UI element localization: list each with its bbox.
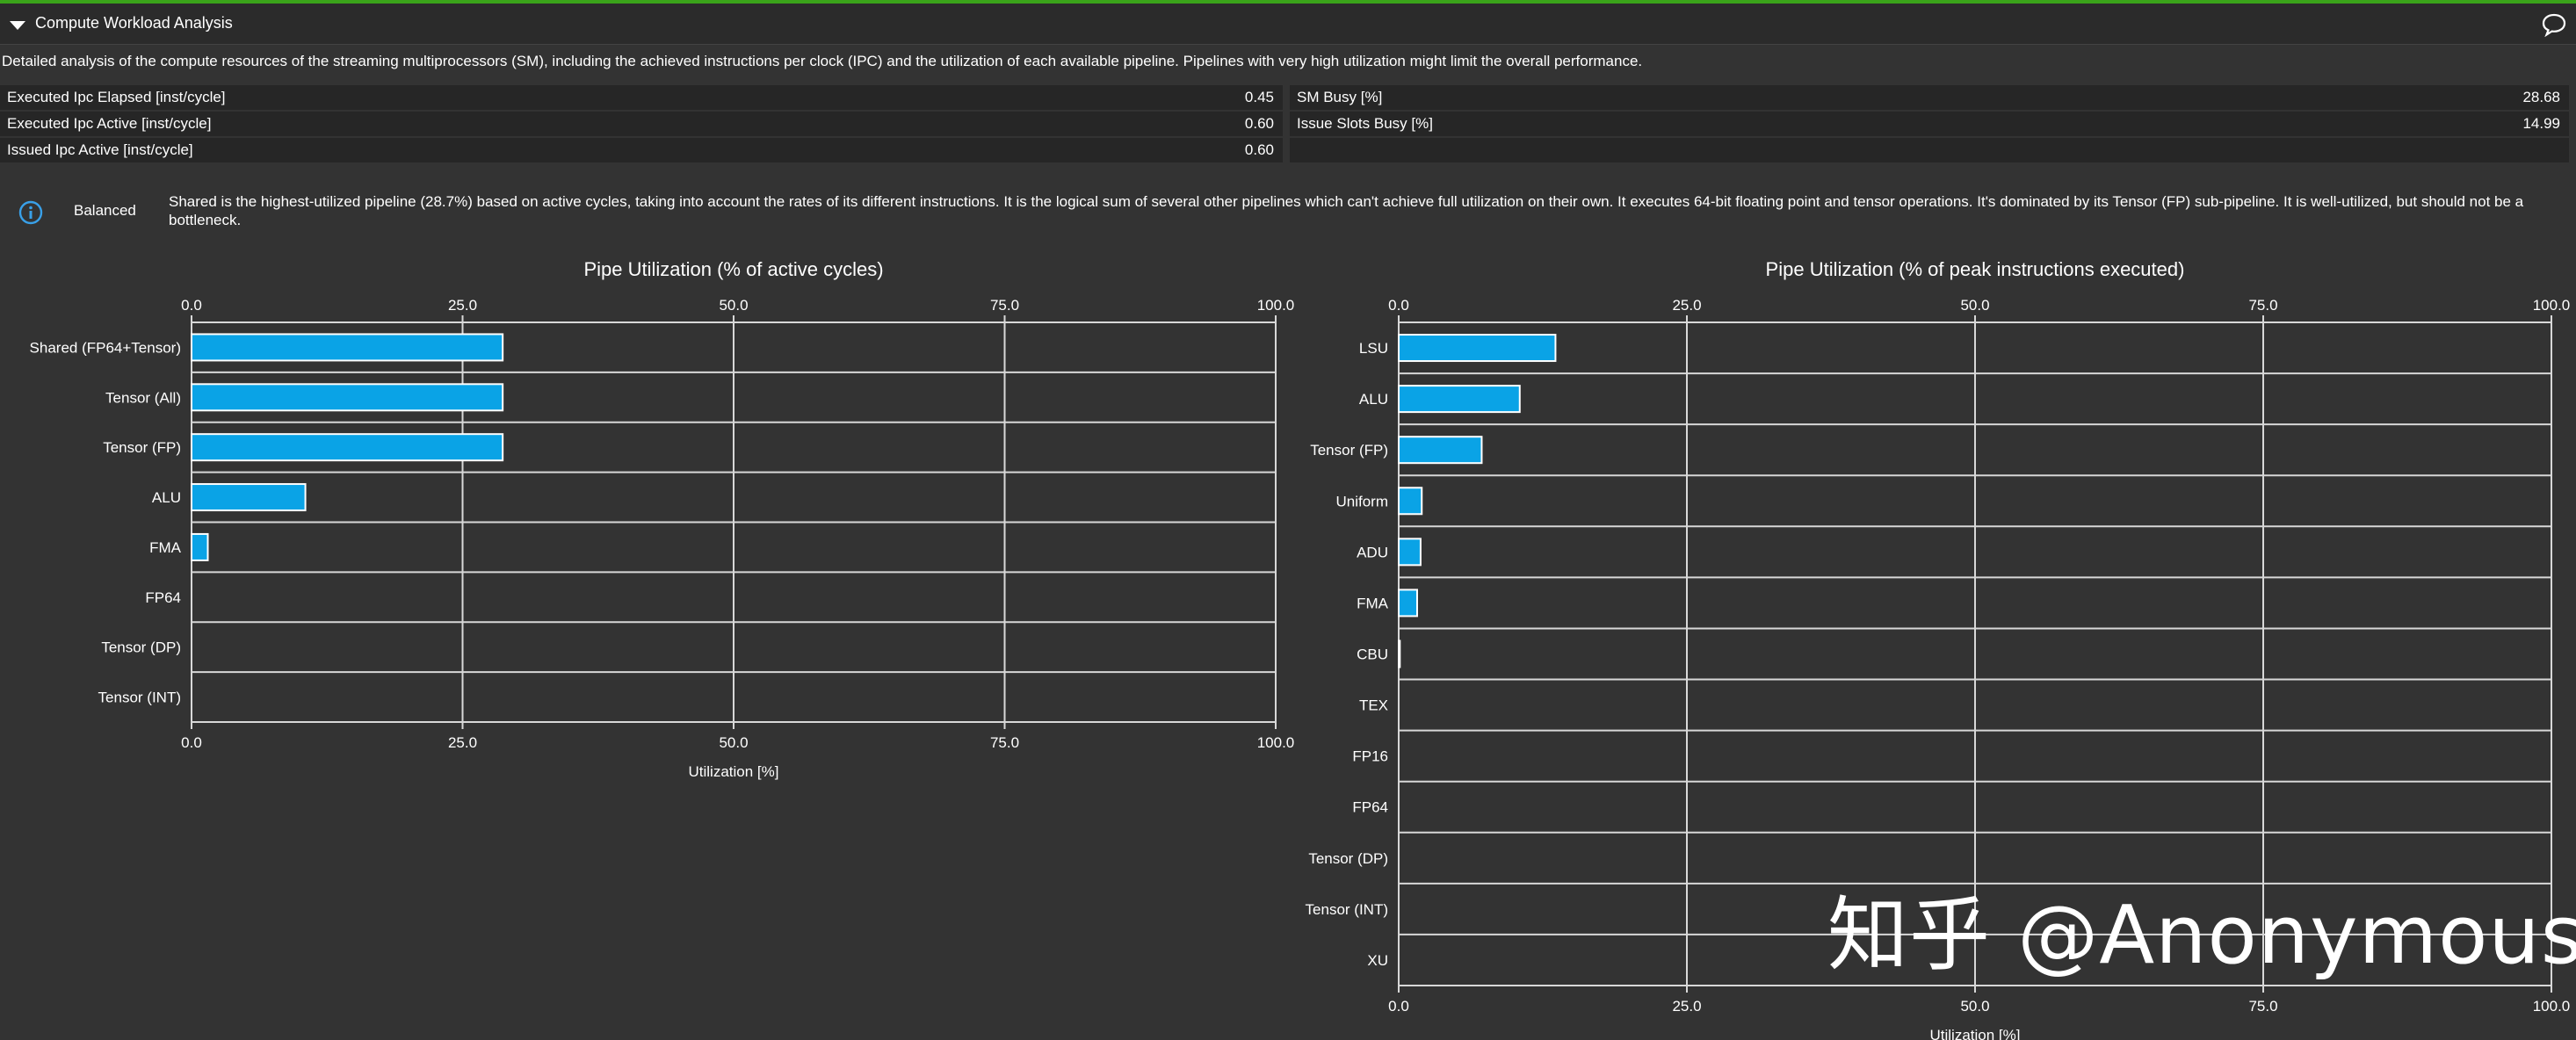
y-category-label: Tensor (INT) — [1306, 901, 1388, 918]
y-category-label: Uniform — [1335, 493, 1388, 509]
x-tick-label-top: 0.0 — [181, 297, 202, 314]
bar — [1398, 639, 1401, 668]
bar — [1398, 436, 1483, 465]
section-description: Detailed analysis of the compute resourc… — [2, 53, 1643, 69]
y-category-label: Tensor (INT) — [98, 690, 181, 706]
rule-message: Shared is the highest-utilized pipeline … — [169, 193, 2524, 228]
x-tick-label-top: 100.0 — [1257, 297, 1295, 314]
x-tick-label-bottom: 25.0 — [1672, 998, 1701, 1015]
metric-value: 28.68 — [2522, 89, 2560, 105]
metric-row: Issued Ipc Active [inst/cycle] 0.60 — [0, 138, 1283, 162]
x-tick-label-bottom: 50.0 — [1960, 998, 1989, 1015]
y-category-label: LSU — [1359, 340, 1388, 357]
x-tick-label-bottom: 0.0 — [1388, 998, 1409, 1015]
bar — [191, 532, 209, 561]
bar — [191, 433, 504, 462]
bar — [1398, 589, 1418, 618]
y-category-label: FMA — [1357, 595, 1389, 611]
bar — [1398, 334, 1557, 363]
metric-row-empty — [1290, 138, 2569, 162]
metric-label: SM Busy [%] — [1297, 89, 1383, 105]
x-tick-label-bottom: 50.0 — [719, 734, 748, 751]
y-category-label: FP16 — [1352, 748, 1388, 765]
x-tick-label-bottom: 25.0 — [448, 734, 477, 751]
y-category-label: CBU — [1357, 646, 1388, 663]
metric-value: 0.60 — [1244, 141, 1274, 158]
bar — [1398, 487, 1423, 516]
metric-row: Issue Slots Busy [%] 14.99 — [1290, 112, 2569, 136]
metric-row: SM Busy [%] 28.68 — [1290, 85, 2569, 110]
bar — [191, 333, 504, 362]
y-category-label: ALU — [1359, 391, 1388, 408]
x-tick-label-top: 75.0 — [2248, 297, 2277, 314]
pipe-utilization-peak-instructions-chart: Pipe Utilization (% of peak instructions… — [1306, 258, 2571, 1040]
y-category-label: FP64 — [145, 589, 181, 606]
metric-value: 0.60 — [1244, 115, 1274, 132]
y-category-label: FMA — [149, 539, 182, 556]
metric-row: Executed Ipc Active [inst/cycle] 0.60 — [0, 112, 1283, 136]
x-axis-label: Utilization [%] — [1930, 1027, 2021, 1040]
bar — [1398, 538, 1422, 567]
x-tick-label-top: 100.0 — [2533, 297, 2571, 314]
x-axis-label: Utilization [%] — [689, 763, 779, 780]
x-tick-label-bottom: 100.0 — [2533, 998, 2571, 1015]
chart-title: Pipe Utilization (% of active cycles) — [583, 258, 883, 280]
y-category-label: XU — [1367, 952, 1388, 969]
pipe-utilization-active-cycles-chart: Pipe Utilization (% of active cycles) 0.0… — [30, 258, 1295, 780]
x-tick-label-bottom: 75.0 — [990, 734, 1019, 751]
metric-row: Executed Ipc Elapsed [inst/cycle] 0.45 — [0, 85, 1283, 110]
y-category-label: Tensor (All) — [105, 389, 181, 406]
y-category-label: Tensor (FP) — [1310, 442, 1388, 459]
watermark: 知乎 @Anonymous — [1827, 888, 2576, 982]
y-category-label: ADU — [1357, 544, 1388, 560]
y-category-label: ALU — [152, 489, 181, 506]
x-tick-label-top: 25.0 — [448, 297, 477, 314]
metric-label: Issued Ipc Active [inst/cycle] — [7, 141, 193, 158]
bar — [191, 483, 307, 512]
x-tick-label-top: 75.0 — [990, 297, 1019, 314]
x-tick-label-bottom: 75.0 — [2248, 998, 2277, 1015]
bar — [191, 383, 504, 412]
metric-value: 0.45 — [1244, 89, 1274, 105]
x-tick-label-top: 0.0 — [1388, 297, 1409, 314]
y-category-label: FP64 — [1352, 799, 1388, 816]
x-tick-label-bottom: 0.0 — [181, 734, 202, 751]
y-category-label: Shared (FP64+Tensor) — [30, 339, 181, 356]
y-category-label: Tensor (DP) — [1308, 850, 1388, 867]
x-tick-label-top: 50.0 — [1960, 297, 1989, 314]
x-tick-label-top: 25.0 — [1672, 297, 1701, 314]
metric-value: 14.99 — [2522, 115, 2560, 132]
bar — [1398, 385, 1521, 414]
x-tick-label-top: 50.0 — [719, 297, 748, 314]
y-category-label: TEX — [1359, 697, 1388, 714]
metric-label: Issue Slots Busy [%] — [1297, 115, 1433, 132]
y-category-label: Tensor (DP) — [101, 639, 181, 656]
x-tick-label-bottom: 100.0 — [1257, 734, 1295, 751]
comment-icon[interactable] — [2541, 12, 2567, 41]
chevron-down-icon[interactable] — [9, 19, 26, 35]
y-category-label: Tensor (FP) — [103, 439, 181, 456]
section-accent-bar — [0, 0, 2576, 4]
metric-label: Executed Ipc Elapsed [inst/cycle] — [7, 89, 226, 105]
section-header[interactable]: Compute Workload Analysis — [0, 4, 2576, 45]
info-icon — [18, 199, 44, 230]
metric-label: Executed Ipc Active [inst/cycle] — [7, 115, 212, 132]
chart-title: Pipe Utilization (% of peak instructions… — [1766, 258, 2185, 280]
section-title: Compute Workload Analysis — [35, 14, 233, 32]
rule-label: Balanced — [74, 202, 136, 219]
